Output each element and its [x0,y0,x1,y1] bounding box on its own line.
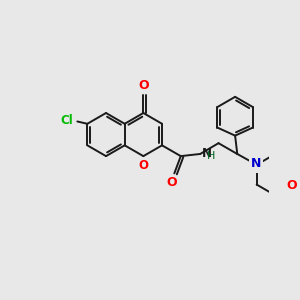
Text: O: O [138,79,149,92]
Text: Cl: Cl [61,114,74,127]
Text: H: H [207,151,215,160]
Text: O: O [138,159,148,172]
Text: N: N [202,147,212,160]
Text: O: O [167,176,177,189]
Text: O: O [286,179,297,192]
Text: N: N [251,158,261,170]
